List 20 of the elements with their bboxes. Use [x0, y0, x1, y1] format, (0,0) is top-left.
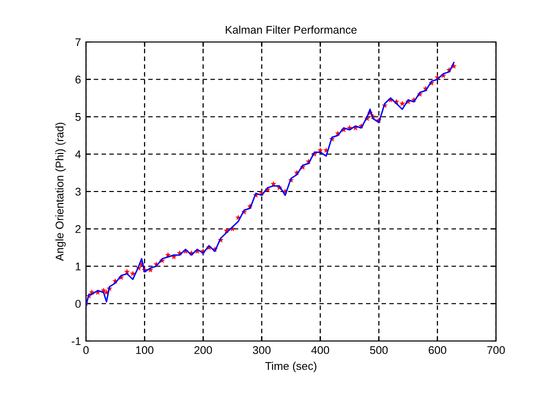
x-axis-title: Time (sec)	[265, 362, 316, 372]
y-axis-title: Angle Orientation (Phi) (rad)	[55, 122, 66, 261]
y-tick-label: 4	[75, 150, 81, 158]
y-tick-label: 6	[76, 76, 81, 84]
y-tick-label: 5	[75, 113, 81, 121]
chart-title: Kalman Filter Performance	[226, 26, 357, 34]
y-tick-label: 7	[76, 38, 81, 46]
y-tick-label: 3	[75, 188, 81, 196]
y-tick-label: 0	[75, 300, 81, 308]
x-tick-label: 700	[487, 346, 505, 354]
x-tick-label: 0	[83, 346, 89, 354]
y-tick-label: 1	[76, 262, 81, 270]
y-tick-label: 2	[76, 225, 81, 233]
x-tick-label: 100	[136, 346, 154, 354]
x-tick-label: 300	[252, 346, 271, 354]
x-tick-label: 600	[428, 346, 446, 354]
x-tick-label: 500	[370, 346, 388, 354]
x-tick-label: 400	[311, 346, 330, 354]
x-tick-label: 200	[194, 346, 212, 354]
y-tick-label: -1	[72, 337, 81, 346]
